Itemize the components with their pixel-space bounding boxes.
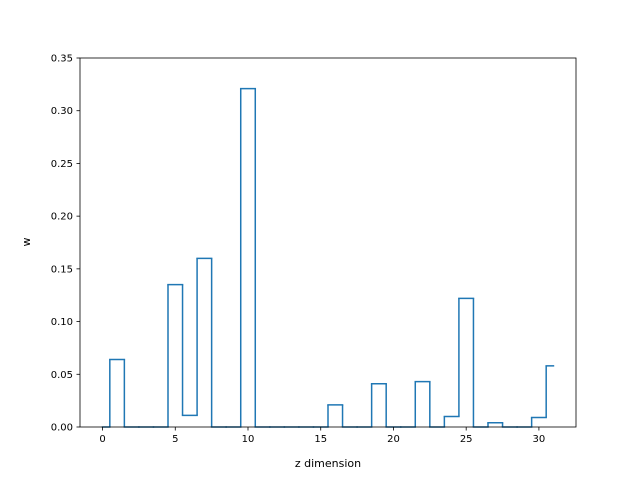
y-tick-label: 0.30 [51, 106, 73, 117]
y-tick-label: 0.05 [51, 370, 73, 381]
x-tick-label: 5 [172, 434, 178, 445]
y-axis-label: w [20, 238, 33, 247]
x-axis-ticks: 0 5 10 15 20 25 30 [99, 427, 545, 445]
x-axis-label: z dimension [295, 457, 361, 470]
x-tick-label: 20 [387, 434, 400, 445]
y-tick-label: 0.10 [51, 317, 73, 328]
axes-frame [79, 57, 577, 428]
plot-area [80, 58, 576, 427]
y-tick-label: 0.15 [51, 264, 73, 275]
y-tick-label: 0.20 [51, 212, 73, 223]
x-tick-label: 30 [533, 434, 546, 445]
y-tick-label: 0.35 [51, 54, 73, 65]
x-tick-label: 10 [242, 434, 255, 445]
x-tick-label: 25 [460, 434, 473, 445]
x-tick-label: 15 [314, 434, 327, 445]
x-tick-label: 0 [99, 434, 105, 445]
y-axis-ticks: 0.00 0.05 0.10 0.15 0.20 0.25 0.30 0.35 [51, 54, 80, 434]
y-tick-label: 0.25 [51, 159, 73, 170]
y-tick-label: 0.00 [51, 423, 73, 434]
